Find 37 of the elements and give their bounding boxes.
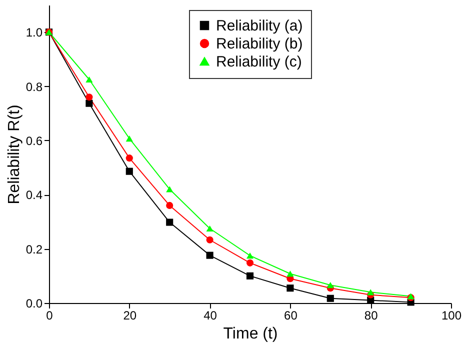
x-tick-label: 20 — [123, 308, 137, 322]
point — [86, 94, 93, 101]
point — [126, 135, 133, 142]
point — [286, 270, 294, 277]
point — [86, 76, 93, 83]
x-tick-label: 60 — [284, 308, 298, 322]
y-tick-label: 0.8 — [26, 80, 43, 94]
x-tick-label: 100 — [441, 308, 462, 322]
y-tick-label: 1.0 — [26, 26, 43, 40]
legend-label: Reliability (b) — [216, 36, 303, 52]
y-axis-title: Reliability R(t) — [6, 104, 23, 204]
point — [166, 186, 174, 192]
legend-label: Reliability (c) — [216, 54, 302, 70]
y-tick-label: 0.4 — [26, 188, 43, 202]
point — [326, 282, 334, 288]
point — [206, 236, 214, 244]
point — [367, 289, 374, 296]
y-tick-label: 0.2 — [26, 242, 43, 256]
point — [246, 252, 254, 259]
point — [206, 252, 214, 259]
point — [166, 202, 174, 209]
point — [86, 100, 93, 107]
point — [206, 225, 214, 232]
y-tick-label: 0.0 — [26, 296, 43, 310]
point — [126, 154, 133, 162]
x-axis-title: Time (t) — [223, 326, 278, 342]
x-tick-label: 40 — [204, 308, 218, 322]
point — [286, 284, 294, 292]
point — [126, 168, 133, 175]
point — [246, 272, 254, 280]
legend-label: Reliability (a) — [216, 18, 303, 34]
y-tick-label: 0.6 — [26, 134, 43, 148]
x-tick-label: 80 — [364, 308, 378, 322]
point — [326, 294, 334, 302]
point — [246, 259, 254, 266]
point — [166, 218, 174, 226]
x-tick-label: 0 — [46, 308, 54, 322]
